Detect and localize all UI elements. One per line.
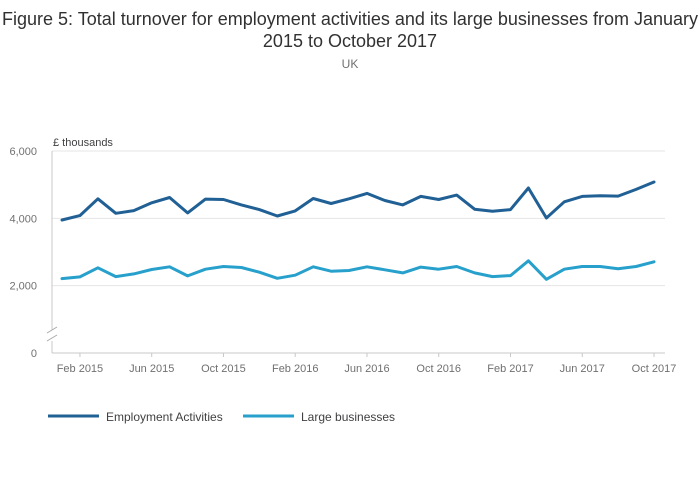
x-tick-label: Oct 2015 — [201, 363, 246, 375]
legend-label: Large businesses — [301, 410, 395, 424]
x-tick-label: Feb 2015 — [57, 363, 103, 375]
x-tick-label: Oct 2017 — [632, 363, 677, 375]
axis-break-mark — [46, 326, 58, 342]
chart-subtitle: UK — [341, 57, 359, 71]
x-tick-label: Feb 2016 — [272, 363, 318, 375]
y-tick-label: 2,000 — [9, 281, 37, 293]
series-line-employment-activities — [60, 180, 656, 222]
x-tick-label: Oct 2016 — [416, 363, 461, 375]
chart-title: Figure 5: Total turnover for employment … — [2, 9, 698, 51]
x-tick-label: Jun 2017 — [560, 363, 605, 375]
y-tick-label: 0 — [31, 348, 37, 360]
x-tick-label: Jun 2015 — [129, 363, 174, 375]
x-tick-label: Feb 2017 — [487, 363, 533, 375]
x-tick-label: Jun 2016 — [344, 363, 389, 375]
y-tick-label: 4,000 — [9, 213, 37, 225]
y-tick-label: 6,000 — [9, 146, 37, 158]
series-line-large-businesses — [60, 259, 656, 281]
y-axis-label: £ thousands — [53, 137, 113, 149]
legend-label: Employment Activities — [106, 410, 223, 424]
